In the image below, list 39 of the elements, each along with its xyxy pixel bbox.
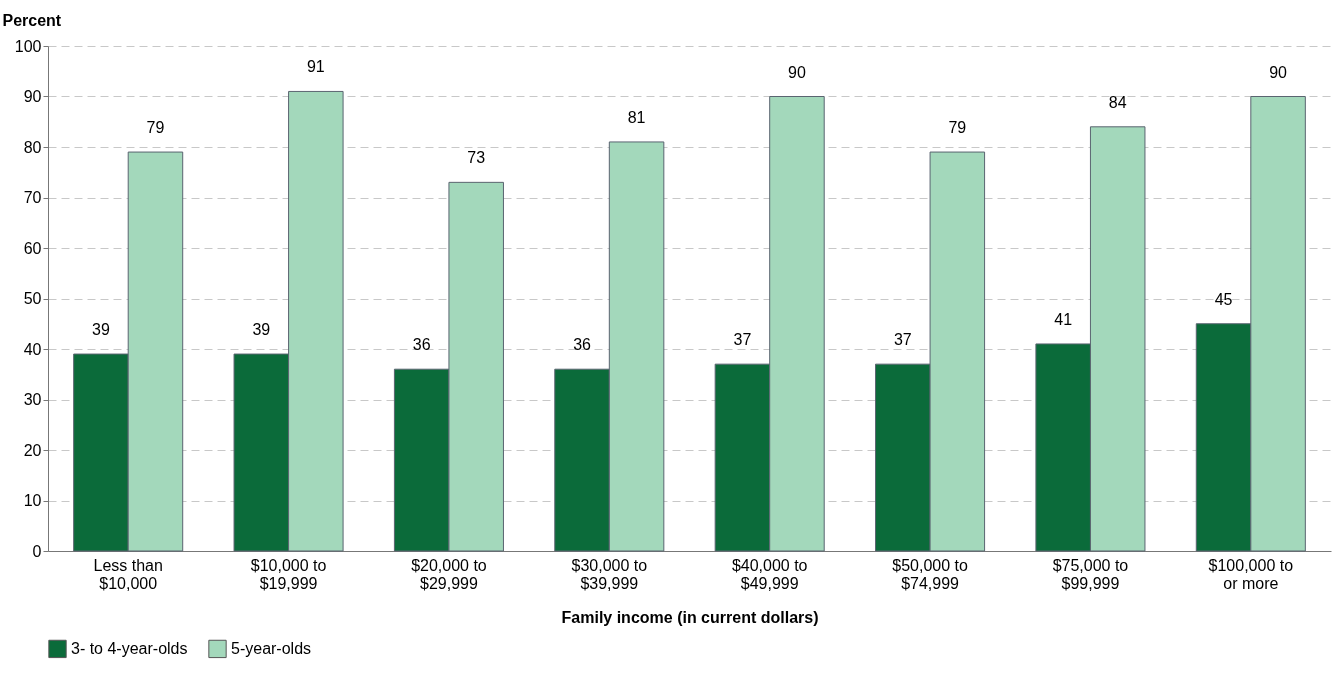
data-label: 84 (1108, 93, 1127, 111)
y-tick-label: 30 (23, 391, 42, 408)
x-tick-label: $50,000 to $74,999 (892, 556, 968, 592)
data-label: 45 (1214, 290, 1233, 308)
legend-label: 3- to 4-year-olds (71, 639, 188, 657)
legend-label: 5-year-olds (231, 639, 312, 657)
y-tick-label: 100 (14, 37, 42, 55)
data-label: 36 (412, 336, 431, 354)
data-label: 39 (252, 321, 271, 339)
x-tick-label: $100,000 to or more (1208, 556, 1294, 592)
data-label: 39 (92, 321, 110, 339)
y-axis-title: Percent (2, 11, 62, 29)
data-label: 81 (627, 108, 646, 126)
x-tick-label: $30,000 to $39,999 (571, 556, 648, 592)
x-tick-label: Less than $10,000 (93, 556, 163, 592)
data-label: 79 (948, 119, 967, 137)
data-label: 90 (788, 63, 806, 81)
y-tick-label: 50 (23, 290, 42, 307)
x-tick-label: $10,000 to $19,999 (250, 556, 327, 592)
y-tick-label: 80 (23, 138, 42, 156)
y-tick-label: 20 (23, 441, 42, 459)
x-axis-title: Family income (in current dollars) (561, 608, 819, 626)
y-tick-label: 90 (23, 88, 42, 105)
data-label: 37 (733, 331, 752, 349)
y-tick-label: 70 (23, 189, 42, 206)
data-label: 90 (1269, 63, 1288, 81)
data-label: 37 (893, 331, 912, 349)
data-label: 41 (1054, 310, 1073, 328)
data-label: 91 (306, 58, 325, 76)
x-tick-label: $75,000 to $99,999 (1052, 556, 1129, 592)
data-label: 79 (146, 119, 165, 137)
data-label: 36 (573, 336, 592, 354)
x-tick-label: $20,000 to $29,999 (411, 556, 487, 592)
data-label: 73 (467, 149, 486, 167)
y-tick-label: 40 (23, 340, 42, 358)
y-tick-label: 0 (32, 542, 42, 560)
y-tick-label: 10 (23, 492, 42, 509)
x-tick-label: $40,000 to $49,999 (731, 556, 808, 592)
y-tick-label: 60 (23, 239, 42, 257)
